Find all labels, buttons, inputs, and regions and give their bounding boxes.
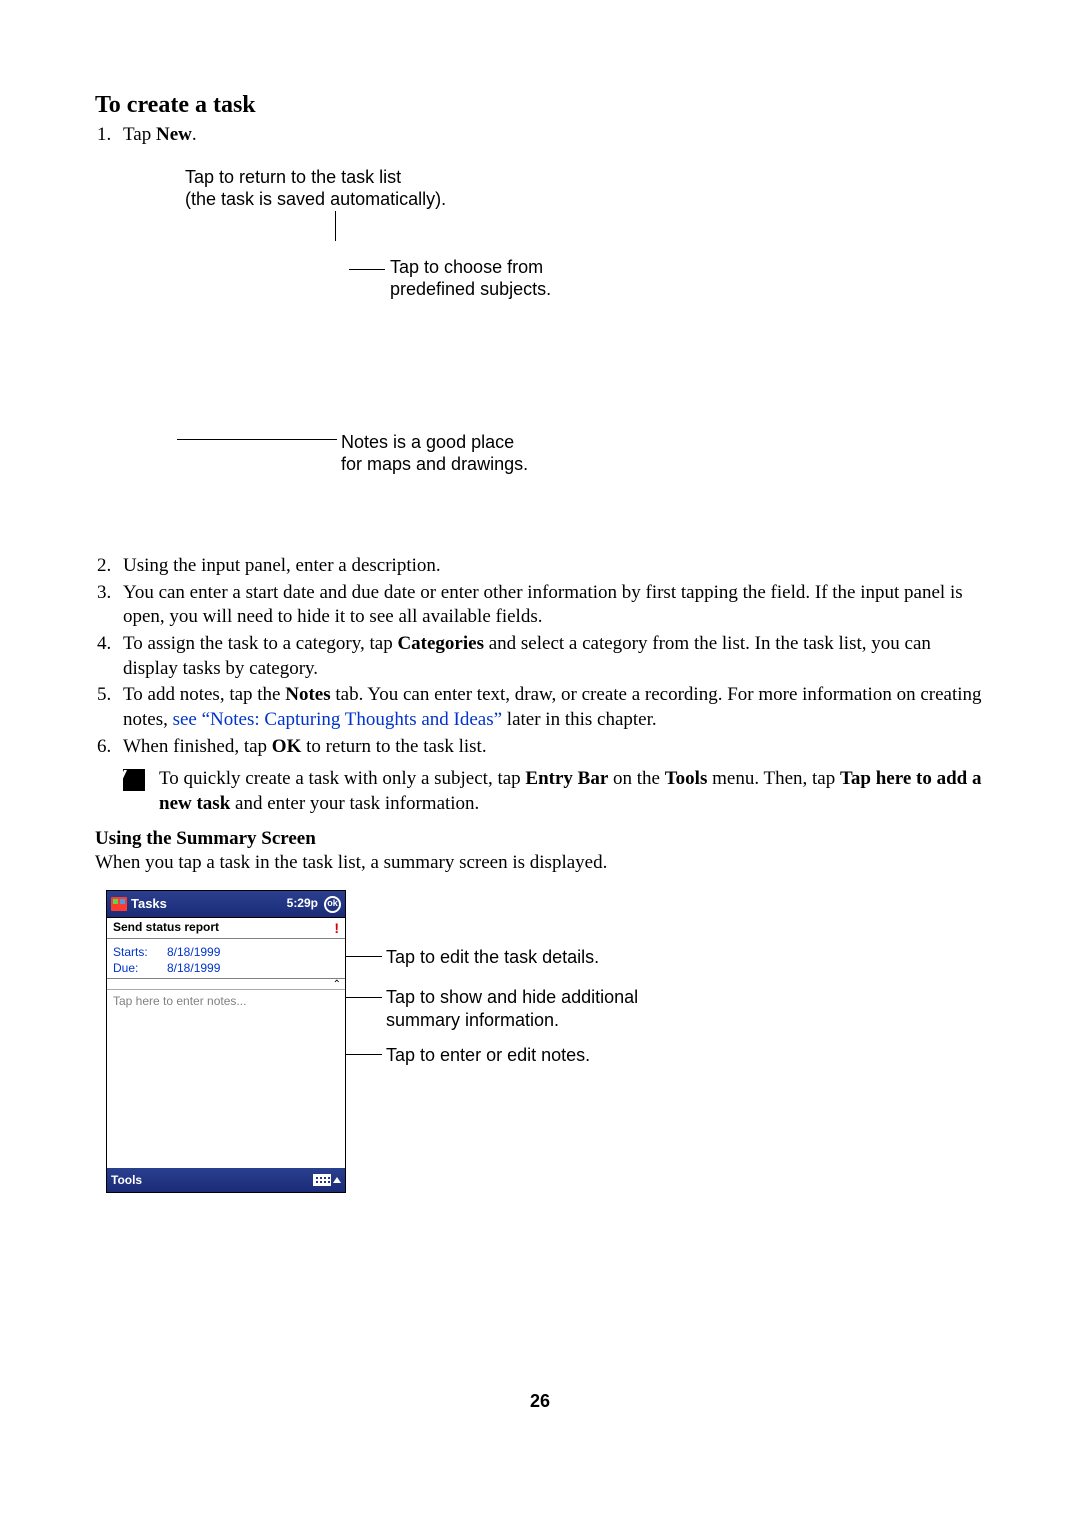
step-number: 1. [95,123,123,148]
footer-menubar: Tools [107,1168,345,1192]
callout-line: Tap to choose from [390,256,620,279]
detail-value: 8/18/1999 [167,961,220,977]
step-text: Tap New. [123,123,985,148]
step-text: When finished, tap OK to return to the t… [123,735,985,760]
callout-line: Notes is a good place [341,431,581,454]
step-text: To add notes, tap the Notes tab. You can… [123,683,985,732]
figure-summary-screen: Tasks 5:29p ok Send status report ! Star… [95,890,985,1330]
notes-placeholder: Tap here to enter notes... [113,994,246,1008]
notes-area[interactable]: Tap here to enter notes... [107,990,345,1168]
priority-icon: ! [334,919,339,937]
detail-value: 8/18/1999 [167,945,220,961]
ui-ref-ok: OK [272,736,302,757]
callout-connector [346,1054,382,1055]
step-6: 6. When finished, tap OK to return to th… [95,735,985,760]
callout-show-hide: Tap to show and hide additional summary … [386,986,638,1031]
ui-ref-notes-tab: Notes [285,684,330,705]
text: To assign the task to a category, tap [123,633,397,654]
detail-row-due: Due: 8/18/1999 [113,961,339,977]
detail-label: Due: [113,961,167,977]
tip-icon [123,769,145,791]
figure-callouts-1: Tap to return to the task list (the task… [95,154,985,554]
callout-return-tasklist: Tap to return to the task list (the task… [185,166,525,211]
step-text: To assign the task to a category, tap Ca… [123,632,985,681]
text: to return to the task list. [301,736,486,757]
task-subject-bar[interactable]: Send status report ! [107,917,345,939]
ui-ref-entry-bar: Entry Bar [525,768,608,789]
callout-line-connector [177,439,337,440]
step-number: 2. [95,554,123,579]
callout-line: (the task is saved automatically). [185,188,525,211]
callout-line: predefined subjects. [390,278,620,301]
text: . [192,124,197,145]
step-5: 5. To add notes, tap the Notes tab. You … [95,683,985,732]
ui-ref-categories: Categories [397,633,484,654]
input-panel-toggle[interactable] [313,1174,341,1186]
callout-edit-details: Tap to edit the task details. [386,946,599,969]
up-arrow-icon [333,1177,341,1183]
callout-line-connector [349,269,385,270]
text: To quickly create a task with only a sub… [159,768,525,789]
callout-enter-notes: Tap to enter or edit notes. [386,1044,590,1067]
text: When finished, tap [123,736,272,757]
app-title: Tasks [131,896,167,913]
text: and enter your task information. [230,793,479,814]
text: To add notes, tap the [123,684,285,705]
step-number: 3. [95,581,123,630]
clock-text: 5:29p [287,896,318,912]
text: menu. Then, tap [707,768,840,789]
step-2: 2. Using the input panel, enter a descri… [95,554,985,579]
callout-line: summary information. [386,1009,638,1032]
callout-line: Tap to return to the task list [185,166,525,189]
callout-connector [346,997,382,998]
callout-pointer [335,211,336,241]
callout-notes-maps: Notes is a good place for maps and drawi… [341,431,581,476]
keyboard-icon [313,1174,331,1186]
window-titlebar: Tasks 5:29p ok [107,891,345,917]
section-heading: To create a task [95,90,985,121]
collapse-toggle-bar[interactable]: ⌃ [107,978,345,990]
titlebar-right: 5:29p ok [287,896,341,913]
step-number: 4. [95,632,123,681]
task-subject: Send status report [113,920,219,936]
device-screenshot: Tasks 5:29p ok Send status report ! Star… [106,890,346,1193]
text: later in this chapter. [502,709,657,730]
subheading-summary-screen: Using the Summary Screen [95,827,985,852]
step-text: Using the input panel, enter a descripti… [123,554,985,579]
callout-line: for maps and drawings. [341,453,581,476]
titlebar-left: Tasks [111,896,167,913]
step-text: You can enter a start date and due date … [123,581,985,630]
text: on the [608,768,664,789]
ok-button[interactable]: ok [324,896,341,913]
text: Tap [123,124,156,145]
start-flag-icon[interactable] [111,897,127,911]
paragraph: When you tap a task in the task list, a … [95,851,985,876]
task-details-area[interactable]: Starts: 8/18/1999 Due: 8/18/1999 [107,939,345,978]
step-1: 1. Tap New. [95,123,985,148]
step-number: 6. [95,735,123,760]
tip-text: To quickly create a task with only a sub… [159,767,985,816]
step-4: 4. To assign the task to a category, tap… [95,632,985,681]
cross-ref-link[interactable]: see “Notes: Capturing Thoughts and Ideas… [173,709,502,730]
ui-ref-tools-menu: Tools [665,768,708,789]
detail-label: Starts: [113,945,167,961]
tip-block: To quickly create a task with only a sub… [123,767,985,816]
ui-ref-new: New [156,124,192,145]
callout-connector [346,956,382,957]
tools-menu[interactable]: Tools [111,1173,142,1189]
page-number: 26 [95,1390,985,1413]
callout-line: Tap to show and hide additional [386,986,638,1009]
step-3: 3. You can enter a start date and due da… [95,581,985,630]
step-number: 5. [95,683,123,732]
detail-row-starts: Starts: 8/18/1999 [113,945,339,961]
callout-predefined-subjects: Tap to choose from predefined subjects. [390,256,620,301]
collapse-chevron-icon: ⌃ [333,978,341,991]
page: To create a task 1. Tap New. Tap to retu… [0,0,1080,1454]
